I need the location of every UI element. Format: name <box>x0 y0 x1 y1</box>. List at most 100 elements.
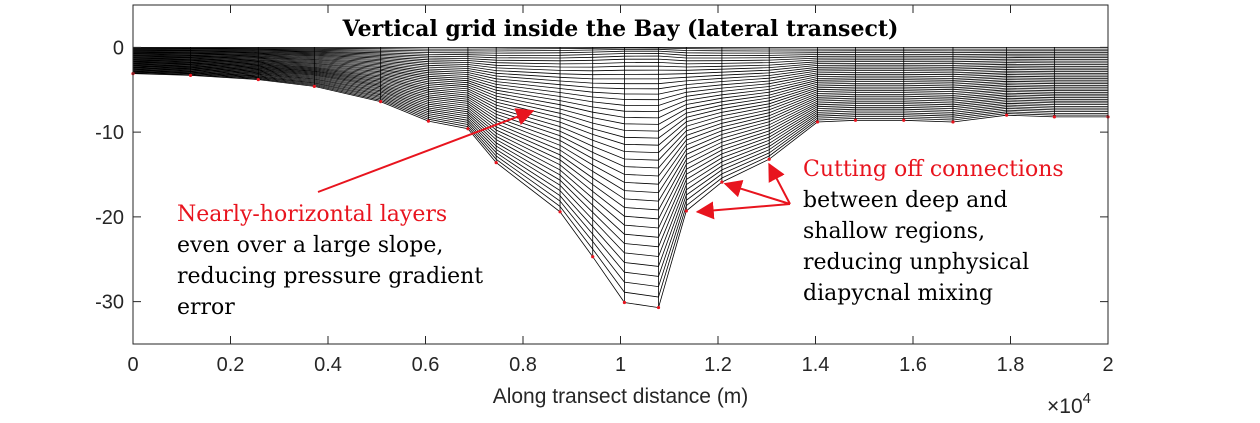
grid-layer-line <box>132 70 1108 257</box>
x-tick-label: 1.4 <box>802 354 830 376</box>
grid-layer-line <box>132 64 1108 177</box>
grid-layer-line <box>132 57 1108 106</box>
bathymetry-point <box>494 161 498 165</box>
bathymetry-point <box>1005 113 1009 117</box>
annotation-line: diapycnal mixing <box>803 281 993 306</box>
chart-title: Vertical grid inside the Bay (lateral tr… <box>342 16 899 42</box>
grid-layer-line <box>132 62 1108 161</box>
x-tick-label: 0.8 <box>509 354 537 376</box>
grid-layer-line <box>132 54 1108 85</box>
grid-layer-line <box>132 53 1108 76</box>
bathymetry-point <box>591 255 595 259</box>
bathymetry-point <box>815 120 820 124</box>
bathymetry-point <box>188 73 193 77</box>
x-tick-label: 0.4 <box>314 354 342 376</box>
grid-layer-line <box>132 48 1108 52</box>
annotation-line: even over a large slope, <box>177 233 443 258</box>
annotation-arrow <box>317 108 535 193</box>
tick-labels: 0 0.2 0.4 0.6 0.8 1 1.2 1.4 1.6 1.8 2 0 -10 -20 -30 <box>95 37 1113 376</box>
vertical-grid <box>132 47 1109 309</box>
bathymetry-point <box>622 300 627 305</box>
annotation-line: Nearly-horizontal layers <box>177 202 447 227</box>
axis-ticks <box>132 5 1109 344</box>
grid-layer-line <box>132 67 1108 220</box>
bathymetry-point <box>466 127 470 131</box>
grid-layer-line <box>132 52 1108 72</box>
grid-layer-line <box>132 60 1108 139</box>
annotation-arrow <box>768 162 791 205</box>
grid-layer-line <box>132 59 1108 125</box>
x-tick-label: 1.2 <box>704 354 732 376</box>
grid-layer-line <box>132 56 1108 95</box>
grid-layer-line <box>132 51 1108 65</box>
grid-layer-line <box>132 64 1108 185</box>
x-axis-exponent: ×104 <box>1047 390 1091 418</box>
grid-layer-line <box>132 63 1108 169</box>
bathymetry-point <box>656 305 661 310</box>
annotation-arrow <box>695 201 791 220</box>
grid-layer-line <box>132 65 1108 194</box>
bathymetry-point <box>853 118 858 122</box>
bathymetry-point <box>256 77 260 82</box>
bathymetry-point <box>902 118 906 122</box>
bathymetry-points <box>131 72 1110 310</box>
grid-layer-line <box>132 54 1108 80</box>
x-tick-label: 0 <box>127 354 138 376</box>
x-tick-label: 0.6 <box>412 354 440 376</box>
bathymetry-point <box>767 157 771 161</box>
grid-layer-line <box>132 60 1108 132</box>
x-exponent-power: 4 <box>1083 390 1091 407</box>
grid-layer-line <box>132 52 1108 68</box>
annotation-line: error <box>177 295 235 320</box>
grid-layer-line <box>132 49 1108 56</box>
annotation-2: Cutting off connections between deep and s… <box>695 157 1064 306</box>
bathymetry-point <box>951 120 955 124</box>
x-tick-label: 0.2 <box>217 354 245 376</box>
bathymetry-point <box>684 209 688 213</box>
x-axis-label: Along transect distance (m) <box>493 385 749 408</box>
grid-layer-line <box>132 71 1108 277</box>
grid-layer-line <box>132 69 1108 248</box>
annotation-1: Nearly-horizontal layers even over a larg… <box>177 108 535 320</box>
bathymetry-point <box>379 100 383 104</box>
x-exponent-base: ×10 <box>1047 395 1083 418</box>
annotation-line: Cutting off connections <box>803 157 1064 182</box>
grid-layer-line <box>132 56 1108 101</box>
grid-layer-line <box>132 72 1108 298</box>
y-tick-label: 0 <box>113 37 124 59</box>
bathymetry-point <box>558 210 562 214</box>
annotation-line: shallow regions, <box>803 219 985 244</box>
grid-layer-line <box>132 62 1108 154</box>
x-tick-label: 1 <box>615 354 626 376</box>
x-tick-label: 2 <box>1102 354 1113 376</box>
annotation-arrow <box>723 180 791 205</box>
annotation-line: between deep and <box>803 188 1008 213</box>
grid-layer-line <box>132 47 1108 50</box>
x-tick-label: 1.8 <box>997 354 1025 376</box>
annotations: Nearly-horizontal layers even over a larg… <box>177 108 1064 320</box>
grid-layer-line <box>132 71 1108 288</box>
y-tick-label: -20 <box>95 207 124 229</box>
x-tick-label: 1.6 <box>899 354 927 376</box>
bathymetry-point <box>426 119 431 123</box>
grid-layer-line <box>132 66 1108 211</box>
annotation-line: reducing pressure gradient <box>177 264 483 289</box>
grid-layer-line <box>132 48 1108 54</box>
bathymetry-point <box>1052 115 1056 119</box>
y-tick-label: -30 <box>95 292 124 314</box>
grid-layer-line <box>132 68 1108 238</box>
grid-layer-line <box>132 66 1108 202</box>
grid-layer-line <box>132 55 1108 90</box>
bathymetry-point <box>312 84 316 88</box>
grid-layer-line <box>132 68 1108 229</box>
grid-layer-line <box>132 50 1108 62</box>
grid-layer-line <box>132 70 1108 267</box>
grid-layer-line <box>132 61 1108 146</box>
grid-layer-line <box>132 73 1108 309</box>
annotation-line: reducing unphysical <box>803 250 1029 275</box>
y-tick-label: -10 <box>95 122 124 144</box>
grid-layer-line <box>132 58 1108 119</box>
bathymetry-point <box>720 180 724 184</box>
grid-layer-line <box>132 50 1108 59</box>
